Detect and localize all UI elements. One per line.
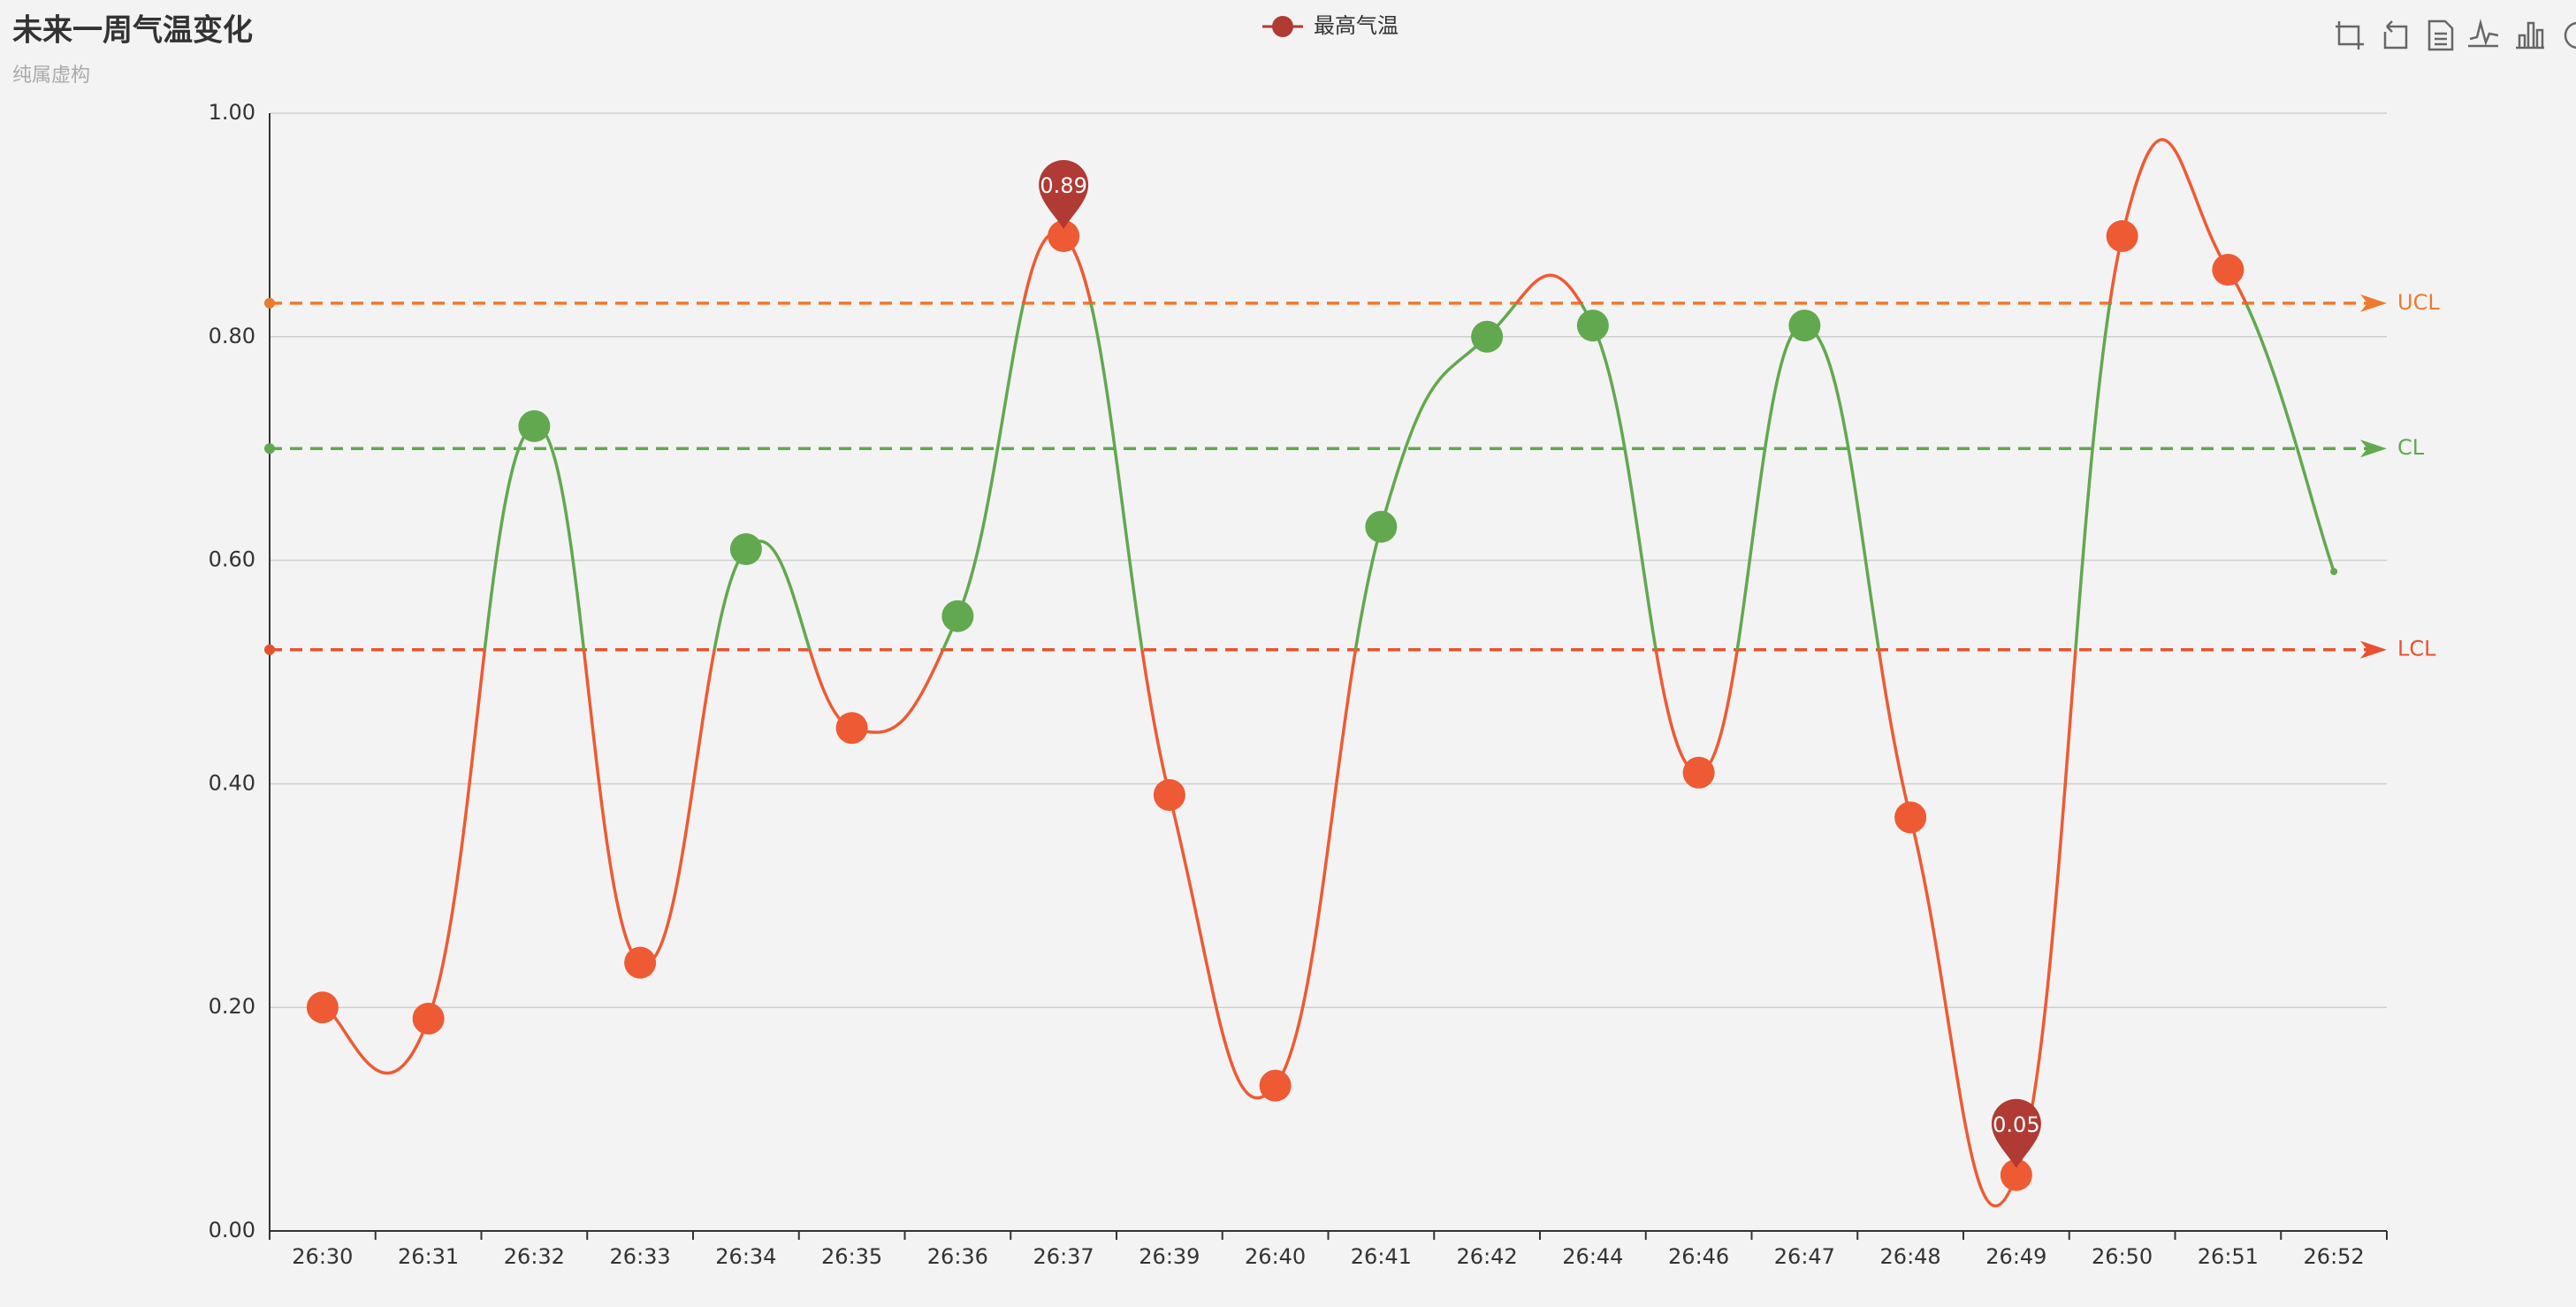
x-tick-label: 26:41 <box>1351 1244 1412 1269</box>
mark-line-label: LCL <box>2397 637 2436 661</box>
legend-marker <box>1272 16 1293 37</box>
data-point <box>1894 801 1927 834</box>
x-tick-label: 26:44 <box>1562 1244 1623 1269</box>
x-tick-label: 26:33 <box>610 1244 671 1269</box>
bar-tool[interactable] <box>2516 21 2544 50</box>
data-point <box>2330 568 2338 576</box>
x-tick-label: 26:40 <box>1245 1244 1306 1269</box>
data-point <box>1471 320 1504 353</box>
data-point <box>2106 220 2138 253</box>
data-point <box>1048 220 1080 253</box>
data-point <box>2212 253 2244 286</box>
y-tick-label: 0.60 <box>209 547 255 572</box>
x-tick-label: 26:36 <box>927 1244 988 1269</box>
mark-line-label: CL <box>2397 435 2425 460</box>
x-tick-label: 26:47 <box>1774 1244 1835 1269</box>
x-tick-label: 26:51 <box>2198 1244 2259 1269</box>
data-point <box>729 532 762 565</box>
x-tick-label: 26:46 <box>1668 1244 1729 1269</box>
data-point <box>1365 510 1398 543</box>
data-point <box>2000 1158 2032 1191</box>
y-tick-label: 0.00 <box>209 1218 255 1242</box>
x-tick-label: 26:32 <box>504 1244 565 1269</box>
toolbox <box>2336 19 2576 51</box>
y-tick-label: 0.40 <box>209 770 255 795</box>
mark-point-label: 0.05 <box>1993 1112 2039 1137</box>
x-tick-label: 26:52 <box>2304 1244 2365 1269</box>
data-point <box>1576 310 1609 342</box>
line-tool[interactable] <box>2468 19 2499 48</box>
y-tick-label: 0.20 <box>209 994 255 1019</box>
x-tick-label: 26:48 <box>1880 1244 1941 1269</box>
data-view-tool[interactable] <box>2427 19 2454 51</box>
data-point <box>412 1002 445 1035</box>
data-point <box>624 946 657 979</box>
x-tick-label: 26:31 <box>398 1244 459 1269</box>
data-point <box>1153 779 1185 812</box>
x-tick-label: 26:39 <box>1139 1244 1200 1269</box>
data-point <box>835 712 868 745</box>
x-tick-label: 26:35 <box>821 1244 882 1269</box>
series-line <box>322 138 2336 1208</box>
restore-tool[interactable] <box>2564 21 2576 50</box>
data-point <box>518 409 551 442</box>
x-tick-label: 26:49 <box>1985 1244 2046 1269</box>
mark-line-arrow <box>2360 439 2387 458</box>
chart-subtitle: 纯属虚构 <box>12 65 90 87</box>
mark-point-label: 0.89 <box>1040 173 1086 198</box>
x-tick-label: 26:42 <box>1457 1244 1518 1269</box>
mark-line-label: UCL <box>2397 290 2440 315</box>
zoom-reset-tool[interactable] <box>2383 20 2408 50</box>
mark-point <box>1039 160 1089 230</box>
data-point <box>1259 1069 1292 1102</box>
data-point <box>1788 310 1821 342</box>
chart-title: 未来一周气温变化 <box>12 13 253 49</box>
y-tick-label: 1.00 <box>209 100 255 125</box>
zoom-tool[interactable] <box>2336 21 2364 50</box>
mark-line-arrow <box>2360 294 2387 312</box>
x-tick-label: 26:30 <box>292 1244 353 1269</box>
data-point <box>941 600 974 632</box>
mark-line-arrow <box>2360 640 2387 659</box>
x-tick-label: 26:50 <box>2092 1244 2153 1269</box>
mark-point <box>1991 1098 2041 1168</box>
x-tick-label: 26:34 <box>715 1244 776 1269</box>
data-point <box>306 991 339 1024</box>
y-tick-label: 0.80 <box>209 324 255 348</box>
legend-label: 最高气温 <box>1314 13 1399 38</box>
data-point <box>1682 756 1715 789</box>
x-tick-label: 26:37 <box>1033 1244 1094 1269</box>
